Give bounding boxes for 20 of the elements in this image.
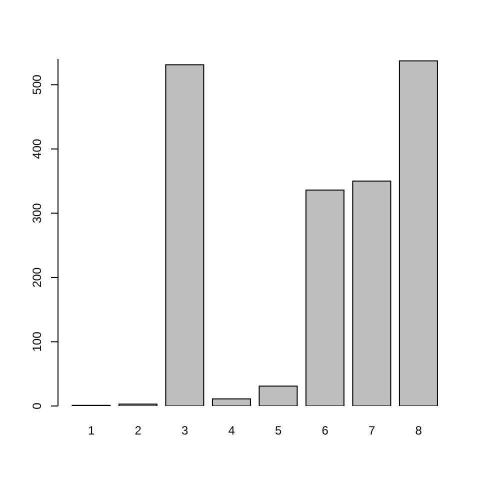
x-tick-label: 4 (228, 424, 236, 438)
x-tick-label: 7 (368, 424, 376, 438)
x-tick-label: 6 (322, 424, 329, 438)
y-tick-label: 400 (30, 138, 44, 159)
y-tick-label: 300 (30, 202, 44, 224)
bar (165, 64, 204, 406)
bar (212, 398, 251, 406)
bar (398, 60, 438, 406)
y-tick-label: 0 (30, 402, 44, 410)
x-tick-label: 8 (415, 424, 422, 438)
x-tick-label: 2 (134, 424, 142, 438)
y-tick-label: 100 (30, 331, 44, 352)
bar (352, 180, 392, 406)
x-tick-label: 1 (88, 424, 96, 438)
bar (305, 190, 344, 406)
x-tick-label: 3 (182, 424, 189, 438)
x-tick-label: 5 (275, 424, 282, 438)
y-tick-label: 500 (30, 74, 44, 95)
y-tick-label: 200 (30, 267, 44, 288)
bar (258, 386, 298, 406)
